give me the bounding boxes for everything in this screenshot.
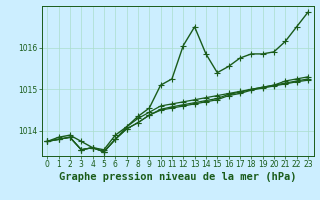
X-axis label: Graphe pression niveau de la mer (hPa): Graphe pression niveau de la mer (hPa) <box>59 172 296 182</box>
